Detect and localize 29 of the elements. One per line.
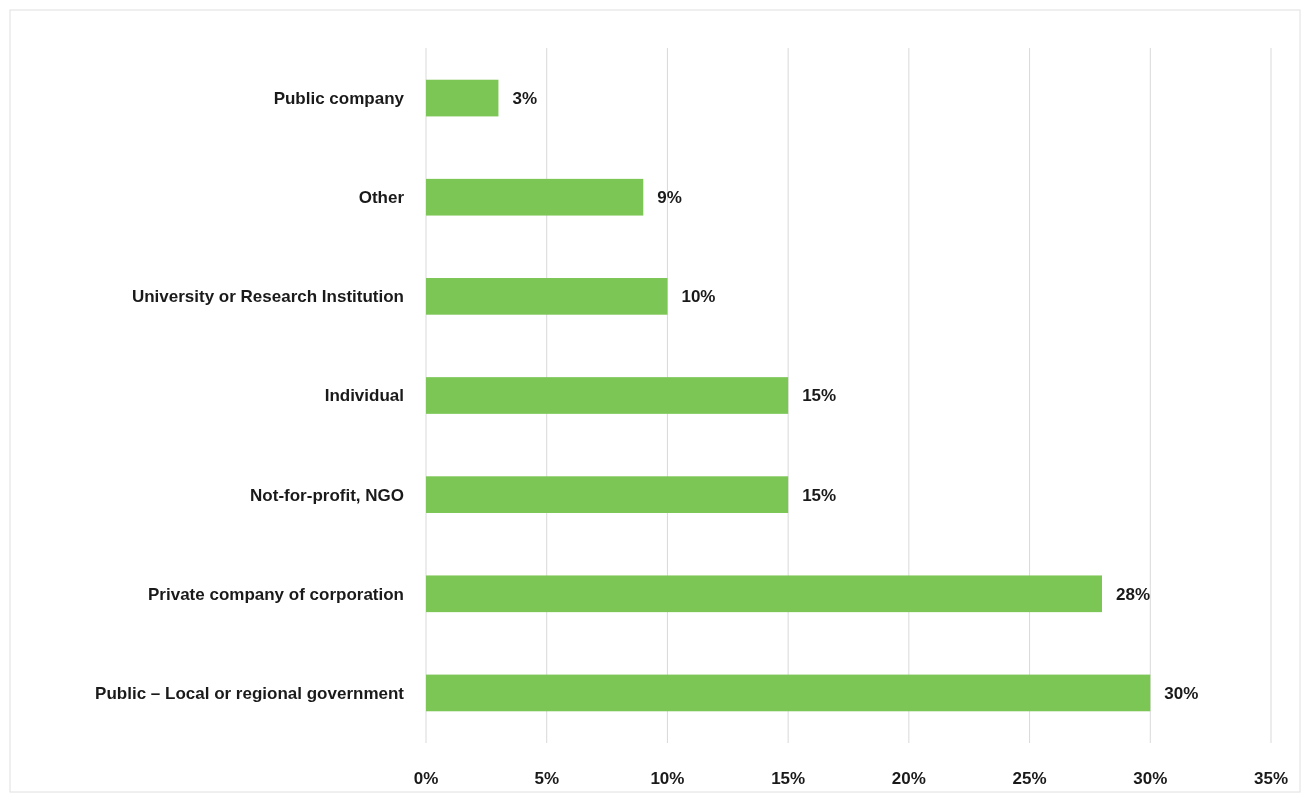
- y-tick-label: University or Research Institution: [131, 287, 404, 307]
- y-tick-label: Not-for-profit, NGO: [250, 485, 404, 505]
- x-tick-label: 20%: [891, 769, 926, 788]
- y-tick-label: Private company of corporation: [148, 584, 404, 604]
- bar: [426, 476, 789, 513]
- y-tick-label: Individual: [324, 386, 404, 406]
- data-label: 3%: [512, 89, 538, 109]
- bar: [426, 178, 644, 216]
- x-tick-label: 5%: [534, 769, 559, 788]
- bar: [426, 575, 1102, 613]
- data-label: 28%: [1116, 584, 1151, 604]
- x-tick-label: 0%: [413, 769, 439, 788]
- bar: [426, 674, 1151, 712]
- x-tick-label: 15%: [771, 769, 806, 788]
- y-tick-label: Public company: [273, 89, 405, 109]
- y-tick-label: Public – Local or regional government: [95, 683, 405, 703]
- y-tick-label: Other: [358, 188, 405, 208]
- bar: [426, 79, 499, 117]
- x-tick-label: 30%: [1133, 769, 1168, 788]
- bar: [426, 377, 789, 414]
- data-label: 30%: [1164, 683, 1199, 703]
- x-tick-label: 10%: [650, 769, 685, 788]
- data-label: 10%: [681, 287, 716, 307]
- data-label: 15%: [802, 386, 837, 406]
- data-label: 15%: [802, 485, 837, 505]
- x-tick-label: 25%: [1012, 769, 1047, 788]
- bar: [426, 278, 668, 315]
- x-tick-label: 35%: [1253, 769, 1289, 788]
- data-label: 9%: [657, 188, 682, 208]
